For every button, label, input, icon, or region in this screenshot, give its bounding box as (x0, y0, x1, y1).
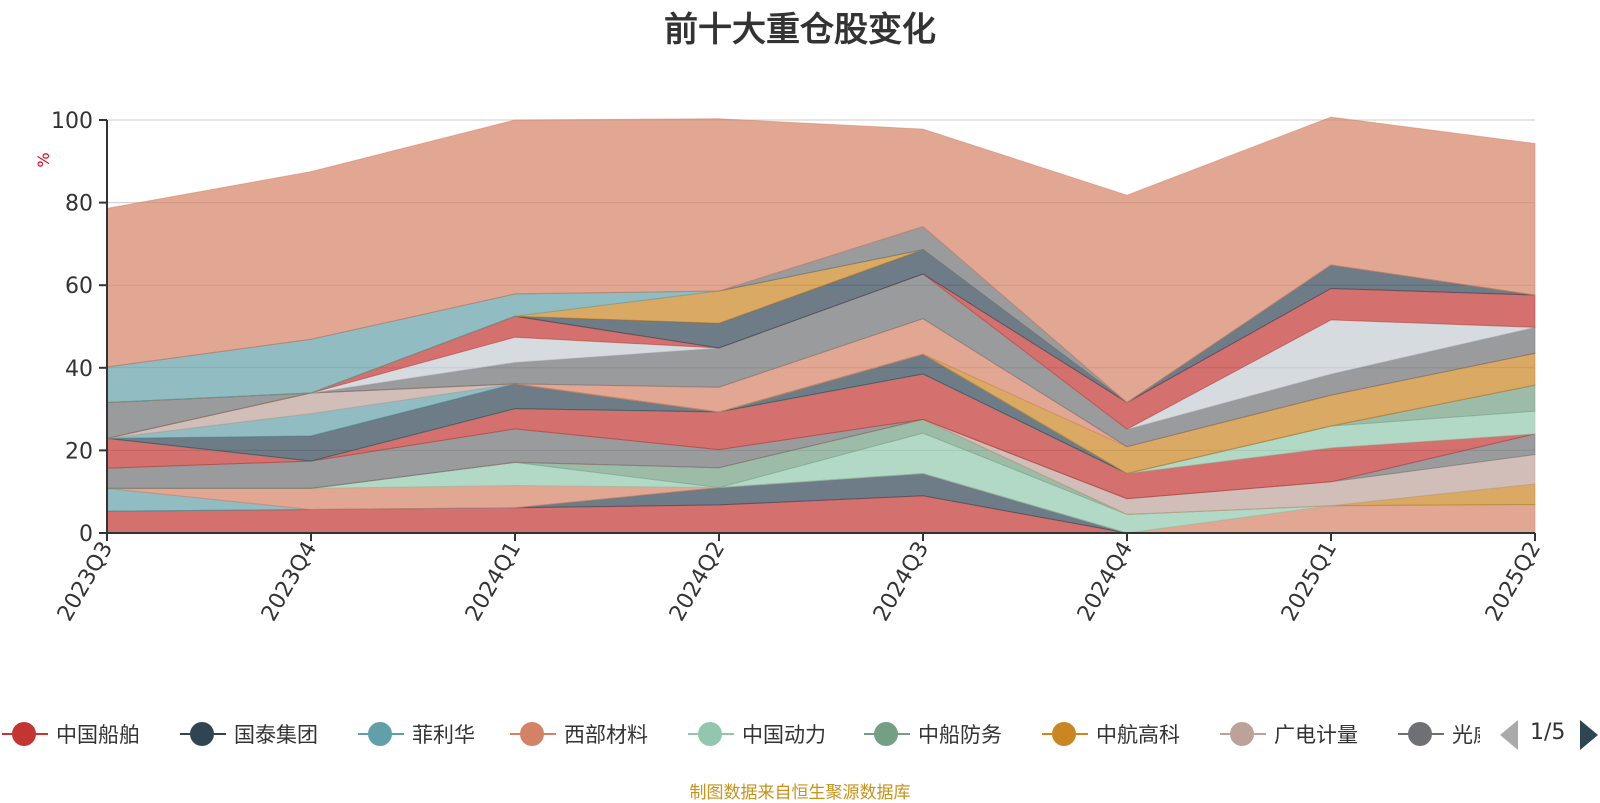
x-tick-label: 2024Q4 (1073, 538, 1138, 626)
legend-symbol-icon (1040, 721, 1090, 747)
legend-label: 西部材料 (564, 723, 648, 747)
legend-symbol-icon (0, 721, 50, 747)
legend-symbol-icon (1218, 721, 1268, 747)
legend-item[interactable]: 中国动力 (686, 714, 826, 754)
x-tick-label: 2024Q1 (461, 538, 526, 626)
x-tick-label: 2024Q3 (869, 538, 934, 626)
legend-symbol-icon (508, 721, 558, 747)
area-layer (106, 116, 1536, 534)
y-tick-label: 60 (65, 274, 93, 299)
legend-label: 国泰集团 (234, 723, 318, 747)
pager-text: 1/5 (1530, 720, 1566, 745)
legend-label: 中航高科 (1096, 723, 1180, 747)
legend-item[interactable]: 西部材料 (508, 714, 648, 754)
legend-symbol-icon (686, 721, 736, 747)
legend-symbol-icon (356, 721, 406, 747)
legend-item[interactable]: 广电计量 (1218, 714, 1358, 754)
y-tick-label: 40 (65, 357, 93, 382)
x-tick-label: 2025Q1 (1277, 538, 1342, 626)
legend-item[interactable]: 菲利华 (356, 714, 475, 754)
legend-label: 广电计量 (1274, 723, 1358, 747)
legend: 中国船舶 国泰集团 菲利华 西部材料 中国动力 中船防务 中航高科 广电计量 光威复材 (0, 714, 1480, 754)
pager-prev-icon[interactable] (1500, 720, 1518, 750)
pager-next-icon[interactable] (1580, 720, 1598, 750)
x-tick-label: 2024Q2 (665, 538, 730, 626)
legend-label: 光威复材 (1452, 723, 1480, 747)
y-axis-unit-label: % (34, 152, 53, 167)
legend-item[interactable]: 中船防务 (862, 714, 1002, 754)
legend-item[interactable]: 中航高科 (1040, 714, 1180, 754)
legend-label: 菲利华 (412, 723, 475, 747)
x-tick-label: 2025Q2 (1481, 538, 1546, 626)
y-tick-label: 100 (51, 109, 93, 134)
legend-item[interactable]: 中国船舶 (0, 714, 140, 754)
footer-note: 制图数据来自恒生聚源数据库 (689, 783, 911, 803)
x-tick-label: 2023Q4 (257, 538, 322, 626)
legend-label: 中国动力 (742, 723, 826, 747)
legend-symbol-icon (1396, 721, 1446, 747)
x-tick-label: 2023Q3 (53, 538, 118, 626)
legend-item[interactable]: 国泰集团 (178, 714, 318, 754)
y-tick-label: 80 (65, 192, 93, 217)
y-tick-label: 0 (79, 522, 93, 547)
y-tick-label: 20 (65, 439, 93, 464)
legend-pager: 1/5 (1496, 716, 1600, 756)
legend-label: 中国船舶 (56, 723, 140, 747)
area-series-24[interactable] (106, 116, 1536, 404)
legend-symbol-icon (862, 721, 912, 747)
legend-label: 中船防务 (918, 723, 1002, 747)
legend-symbol-icon (178, 721, 228, 747)
chart-title: 前十大重仓股变化 (664, 10, 936, 50)
legend-item[interactable]: 光威复材 (1396, 714, 1480, 754)
